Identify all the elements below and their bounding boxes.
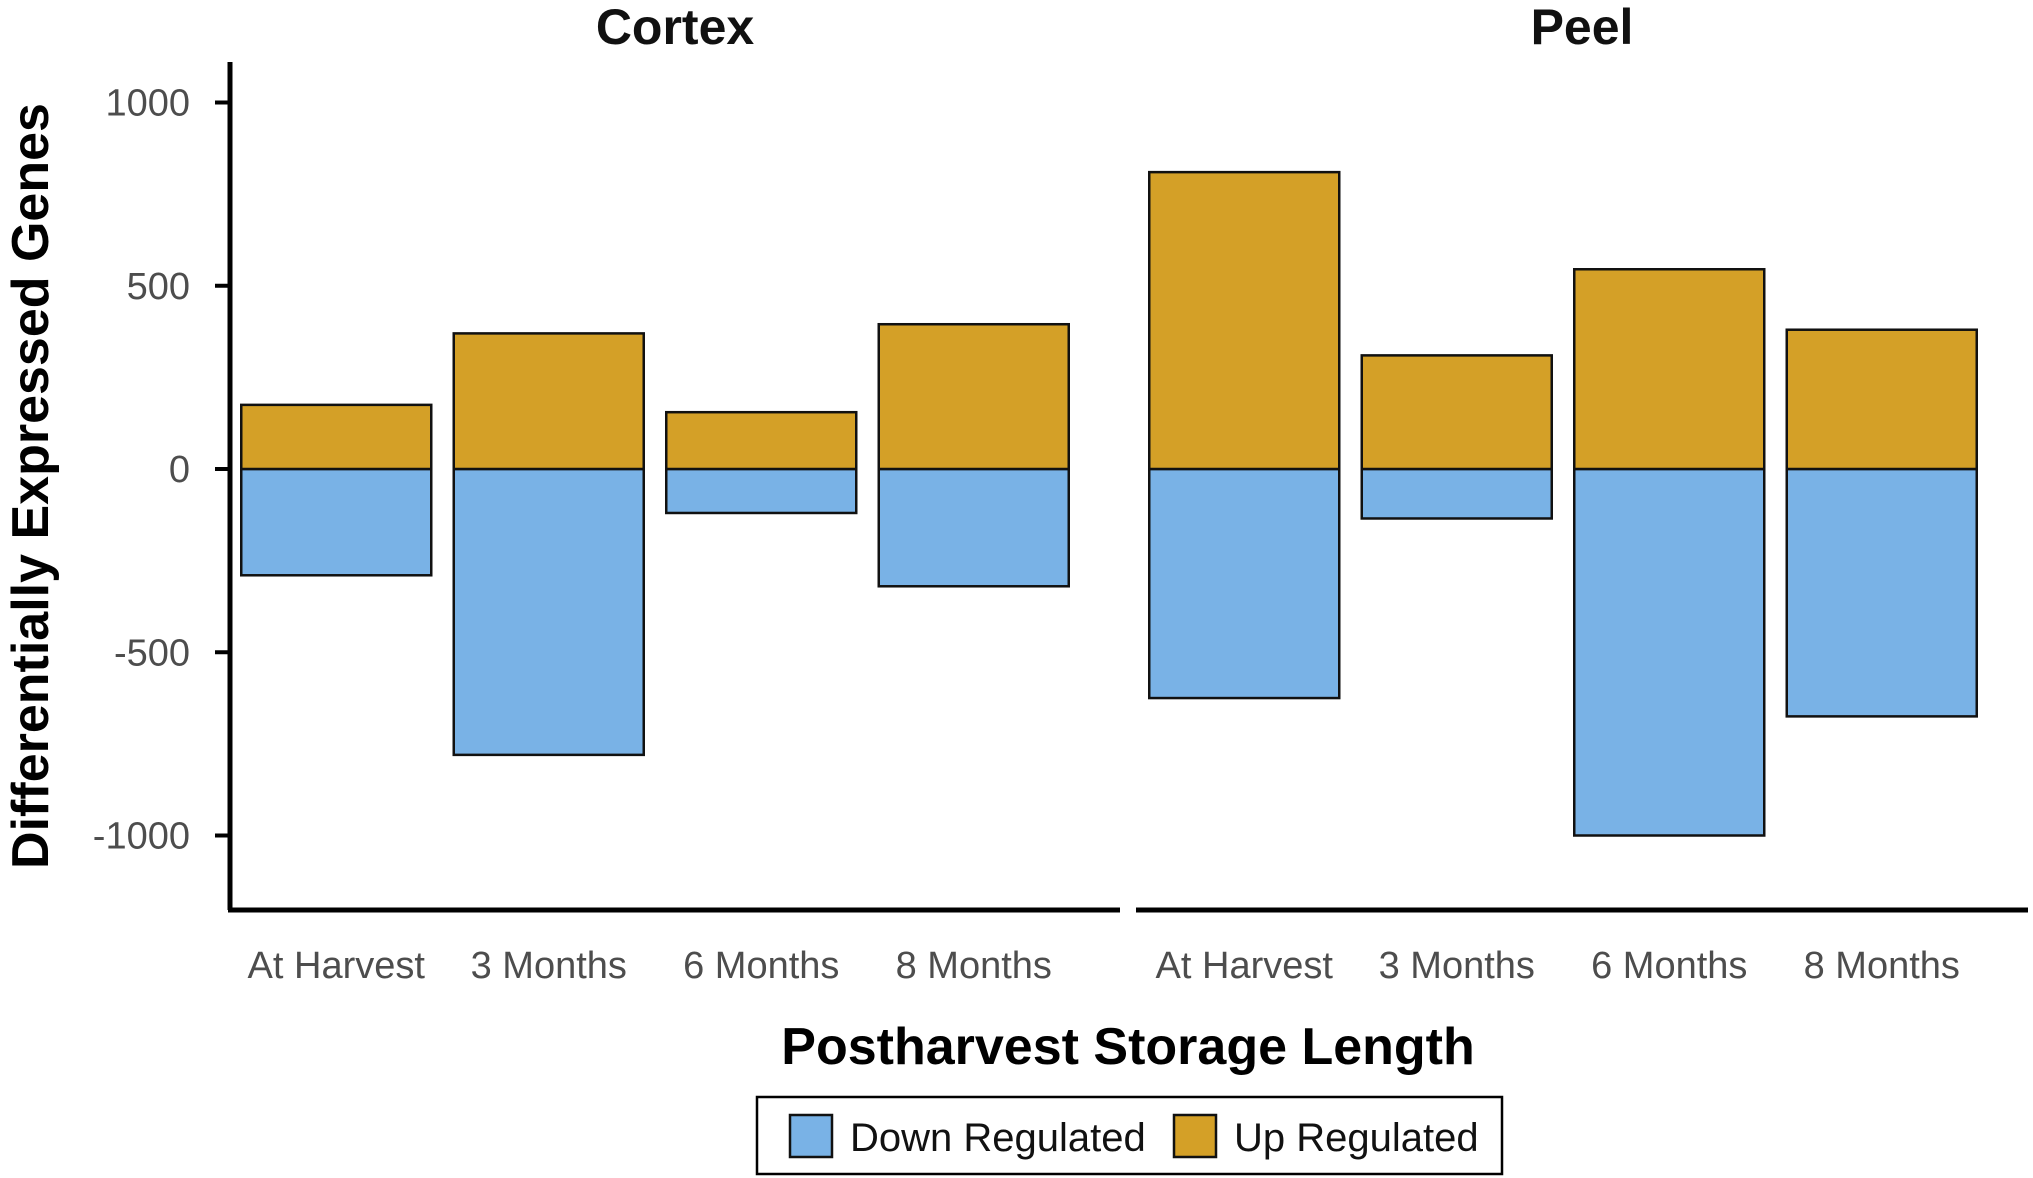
bar-cortex-up-regulated-3-months: [452, 332, 645, 471]
y-axis-ticks: 1000 500 0 -500 -1000: [93, 83, 230, 858]
legend-swatch-down: [788, 1113, 834, 1159]
x-tick-label: 3 Months: [1379, 945, 1535, 987]
bar-peel-down-regulated-3-months: [1360, 467, 1553, 520]
x-tick-label: 6 Months: [683, 945, 839, 987]
x-axis-tick-labels: At Harvest 3 Months 6 Months 8 Months At Har…: [248, 945, 1960, 987]
y-axis-title: Differentially Expressed Genes: [2, 103, 60, 869]
bar-peel-down-regulated-at-harvest: [1148, 467, 1341, 700]
bar-peel-up-regulated-6-months: [1573, 268, 1766, 471]
bar-peel-down-regulated-6-months: [1573, 467, 1766, 837]
legend: Down Regulated Up Regulated: [755, 1095, 1504, 1176]
x-tick-label: 8 Months: [896, 945, 1052, 987]
bar-cortex-up-regulated-8-months: [877, 322, 1070, 471]
legend-swatch-up: [1172, 1113, 1218, 1159]
bars: [240, 170, 1978, 837]
x-axis-title: Postharvest Storage Length: [781, 1018, 1474, 1076]
bar-peel-up-regulated-3-months: [1360, 354, 1553, 471]
bar-cortex-down-regulated-3-months: [452, 467, 645, 757]
bar-peel-up-regulated-8-months: [1785, 328, 1978, 471]
legend-box: [755, 1095, 1504, 1176]
bar-peel-up-regulated-at-harvest: [1148, 170, 1341, 471]
legend-label-up: Up Regulated: [1234, 1116, 1479, 1160]
y-tick-label: -1000: [93, 816, 190, 858]
bar-cortex-down-regulated-at-harvest: [240, 467, 433, 577]
x-tick-label: At Harvest: [248, 945, 426, 987]
x-tick-label: At Harvest: [1156, 945, 1334, 987]
y-tick-label: -500: [114, 632, 190, 674]
bar-cortex-down-regulated-8-months: [877, 467, 1070, 588]
panel-title-peel: Peel: [1531, 0, 1634, 55]
bar-peel-down-regulated-8-months: [1785, 467, 1978, 718]
y-tick-label: 1000: [105, 83, 190, 125]
bar-cortex-up-regulated-6-months: [665, 410, 858, 471]
x-tick-label: 8 Months: [1804, 945, 1960, 987]
bar-cortex-up-regulated-at-harvest: [240, 403, 433, 471]
bar-cortex-down-regulated-6-months: [665, 467, 858, 515]
y-tick-label: 0: [169, 449, 190, 491]
x-tick-label: 6 Months: [1591, 945, 1747, 987]
y-tick-label: 500: [127, 266, 190, 308]
panel-title-cortex: Cortex: [596, 0, 755, 55]
legend-label-down: Down Regulated: [850, 1116, 1146, 1160]
x-tick-label: 3 Months: [471, 945, 627, 987]
